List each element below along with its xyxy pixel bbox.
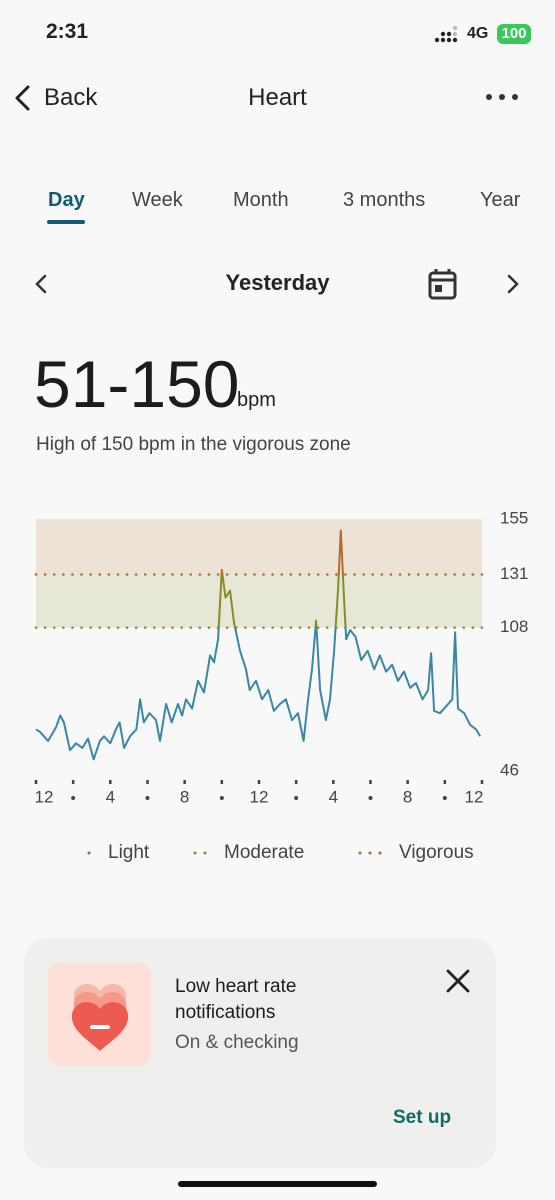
range-value: 51-150 <box>34 347 240 421</box>
status-time: 2:31 <box>46 20 89 43</box>
legend-dot <box>378 851 382 855</box>
legend-dot <box>203 851 207 855</box>
legend-dot <box>87 851 91 855</box>
legend: Light Moderate Vigorous <box>0 842 555 868</box>
legend-item: Moderate <box>190 842 304 864</box>
setup-button[interactable]: Set up <box>393 1107 452 1128</box>
tab[interactable]: 3 months <box>343 189 426 211</box>
legend-swatch <box>358 851 382 855</box>
notification-card: Low heart rate notifications On & checki… <box>24 938 496 1168</box>
legend-label: Vigorous <box>399 842 474 863</box>
x-tick-label: 8 <box>180 787 189 806</box>
close-icon[interactable] <box>443 966 473 996</box>
zone-band <box>36 519 482 575</box>
legend-label: Moderate <box>224 842 305 863</box>
next-icon[interactable] <box>504 272 522 296</box>
x-minor-tick-dot <box>294 796 299 800</box>
card-status: On & checking <box>175 1032 299 1053</box>
x-minor-tick-dot <box>219 796 224 800</box>
card-title: Low heart rate notifications <box>175 976 297 1023</box>
legend-label: Light <box>108 842 150 863</box>
x-minor-tick-dot <box>145 796 150 800</box>
heart-rate-line <box>35 529 481 761</box>
legend-dot <box>193 851 197 855</box>
legend-dot <box>368 851 372 855</box>
calendar-icon[interactable] <box>427 267 459 301</box>
tab[interactable]: Month <box>233 189 289 211</box>
tab-indicator <box>47 220 85 224</box>
summary-text: High of 150 bpm in the vigorous zone <box>36 434 351 455</box>
heart-rate-chart: 46 108 131 155 12 4 8 12 4 8 12 <box>35 508 529 806</box>
x-minor-tick-dot <box>368 796 373 800</box>
more-icon[interactable] <box>484 90 520 104</box>
y-tick-label: 46 <box>500 760 519 779</box>
y-tick-label: 131 <box>500 564 528 583</box>
tab[interactable]: Year <box>480 189 521 211</box>
tab[interactable]: Day <box>48 189 85 211</box>
x-tick-label: 4 <box>329 787 338 806</box>
x-tick-label: 8 <box>403 787 412 806</box>
legend-swatch <box>87 851 91 855</box>
zone-band <box>36 574 482 628</box>
battery: 100 <box>497 24 531 44</box>
tab[interactable]: Week <box>132 189 183 211</box>
page-title: Heart <box>248 84 307 111</box>
heart-icon <box>71 984 129 1051</box>
x-tick-label: 12 <box>35 787 54 806</box>
x-tick-label: 12 <box>250 787 269 806</box>
back-button[interactable]: Back <box>44 84 98 111</box>
prev-icon[interactable] <box>32 272 50 296</box>
legend-dot <box>358 851 362 855</box>
legend-item: Vigorous <box>355 842 474 864</box>
heart-tile <box>48 963 151 1066</box>
network: 4G <box>467 25 489 42</box>
home-indicator <box>178 1181 377 1187</box>
y-tick-label: 108 <box>500 617 528 636</box>
range-unit: bpm <box>237 389 276 411</box>
x-tick-label: 4 <box>106 787 115 806</box>
legend-swatch <box>193 851 207 855</box>
x-minor-tick-dot <box>442 796 447 800</box>
legend-item: Light <box>84 842 149 864</box>
date-label: Yesterday <box>225 270 330 295</box>
y-tick-label: 155 <box>500 508 528 527</box>
x-tick-label: 12 <box>465 787 484 806</box>
signal-icon <box>434 26 458 43</box>
back-icon[interactable] <box>12 84 34 112</box>
x-minor-tick-dot <box>71 796 76 800</box>
